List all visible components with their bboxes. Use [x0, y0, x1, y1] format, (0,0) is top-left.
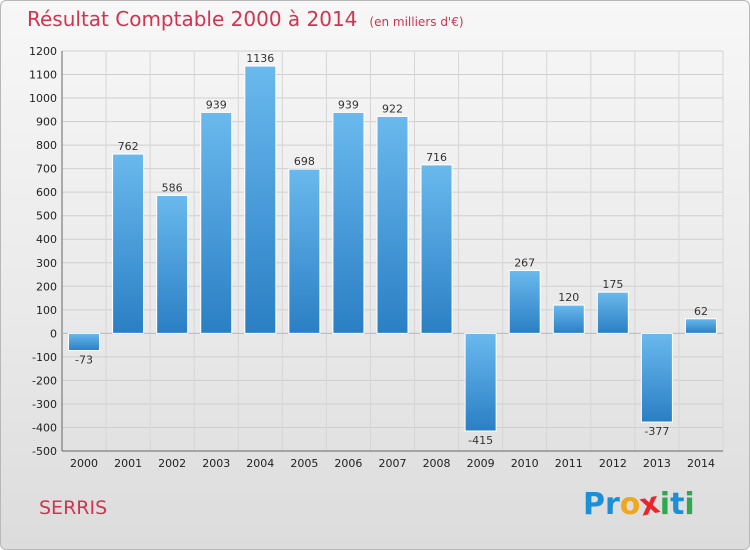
bar-2011 — [552, 304, 585, 334]
x-tick-label: 2002 — [158, 457, 186, 470]
x-tick-labels: 2000 2001 2002 2003 2004 2005 2006 2007 2008 2009… — [70, 457, 715, 470]
x-tick-label: 2008 — [423, 457, 451, 470]
x-tick-label: 2013 — [643, 457, 671, 470]
data-label: -415 — [468, 434, 493, 447]
bar-2006 — [332, 111, 365, 334]
y-tick-label: 700 — [36, 163, 57, 176]
y-tick-label: 400 — [36, 233, 57, 246]
y-tick-label: -400 — [32, 421, 57, 434]
data-label: -73 — [75, 354, 93, 367]
bar-2005 — [288, 168, 321, 334]
y-tick-label: 800 — [36, 139, 57, 152]
x-tick-label: 2011 — [555, 457, 583, 470]
y-tick-label: 600 — [36, 186, 57, 199]
logo-letter: r — [605, 487, 620, 522]
logo-letter: i — [659, 487, 671, 522]
x-tick-label: 2010 — [511, 457, 539, 470]
data-label: 62 — [694, 305, 708, 318]
data-label: 922 — [382, 102, 403, 115]
data-label: 762 — [118, 140, 139, 153]
y-tick-label: -500 — [32, 445, 57, 458]
place-name: SERRIS — [39, 497, 108, 519]
x-tick-label: 2007 — [379, 457, 407, 470]
bar-2013 — [640, 332, 673, 423]
data-label: 716 — [426, 151, 447, 164]
y-tick-label: 300 — [36, 257, 57, 270]
data-label: 939 — [338, 98, 359, 111]
logo-letter: P — [583, 487, 605, 522]
y-tick-label: -100 — [32, 351, 57, 364]
bar-2008 — [420, 164, 453, 334]
y-tick-label: 1000 — [29, 92, 57, 105]
y-tick-label: 0 — [50, 327, 57, 340]
y-tick-label: 1200 — [29, 45, 57, 58]
data-label: -377 — [644, 425, 669, 438]
y-tick-label: 500 — [36, 210, 57, 223]
chart-title: Résultat Comptable 2000 à 2014 (en millie… — [27, 7, 464, 31]
bar-2010 — [508, 270, 541, 334]
x-tick-label: 2009 — [467, 457, 495, 470]
x-tick-label: 2001 — [114, 457, 142, 470]
data-label: 120 — [558, 291, 579, 304]
logo-letter: o — [619, 487, 641, 522]
y-tick-label: -300 — [32, 398, 57, 411]
data-label: 175 — [602, 278, 623, 291]
bar-2001 — [112, 153, 145, 334]
bar-2014 — [684, 318, 717, 334]
data-label: 1136 — [246, 52, 274, 65]
y-tick-label: 900 — [36, 116, 57, 129]
chart-unit-text: (en milliers d'€) — [369, 15, 464, 29]
chart-title-text: Résultat Comptable 2000 à 2014 — [27, 7, 358, 31]
bar-2003 — [200, 111, 233, 334]
y-tick-label: -200 — [32, 374, 57, 387]
x-tick-label: 2006 — [334, 457, 362, 470]
bar-2000 — [68, 332, 101, 352]
data-label: 267 — [514, 257, 535, 270]
y-tick-labels: 1200110010009008007006005004003002001000… — [29, 45, 57, 458]
bar-2002 — [156, 194, 189, 334]
logo-letter: t — [670, 487, 685, 522]
value-labels: -73 762 586 939 1136 698 939 922 716 -415 267 120 17… — [75, 52, 708, 447]
y-tick-label: 1100 — [29, 69, 57, 82]
x-tick-label: 2000 — [70, 457, 98, 470]
data-label: 939 — [206, 98, 227, 111]
bar-2012 — [596, 291, 629, 334]
x-tick-label: 2003 — [202, 457, 230, 470]
x-tick-label: 2012 — [599, 457, 627, 470]
x-tick-label: 2005 — [290, 457, 318, 470]
logo-letter: i — [684, 487, 695, 522]
bar-2007 — [376, 115, 409, 334]
bars — [68, 65, 717, 432]
x-tick-label: 2014 — [687, 457, 715, 470]
bar-2009 — [464, 332, 497, 432]
x-tick-label: 2004 — [246, 457, 274, 470]
y-tick-label: 200 — [36, 280, 57, 293]
proxiti-logo: Proxiti — [583, 485, 695, 523]
data-label: 586 — [162, 181, 183, 194]
data-label: 698 — [294, 155, 315, 168]
y-tick-label: 100 — [36, 304, 57, 317]
bar-2004 — [244, 65, 277, 334]
